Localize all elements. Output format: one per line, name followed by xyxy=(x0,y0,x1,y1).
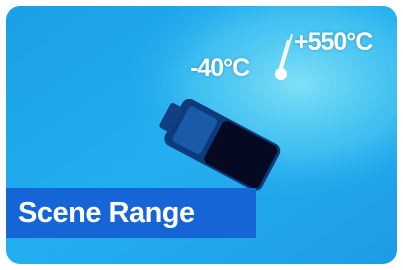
thermal-image: -40°C +550°C Scene Range xyxy=(6,6,397,264)
caption-label: Scene Range xyxy=(6,188,256,238)
min-temperature: -40°C xyxy=(190,54,249,83)
max-temperature: +550°C xyxy=(294,28,372,57)
page: {"overlay": {"min_temp": "-40°C", "max_t… xyxy=(0,0,403,270)
